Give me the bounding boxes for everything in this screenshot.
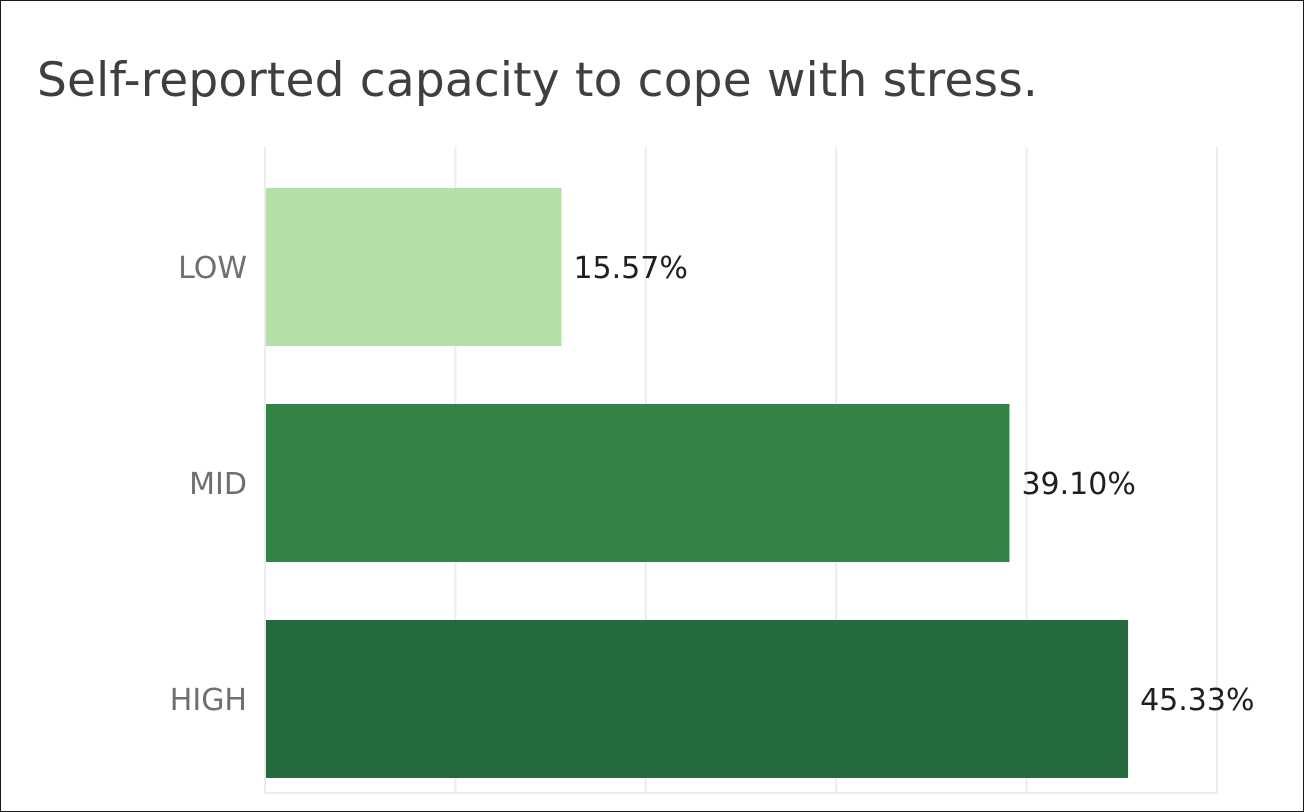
category-labels: LOW MID HIGH xyxy=(170,251,247,718)
bar-low xyxy=(266,188,562,346)
chart-title: Self-reported capacity to cope with stre… xyxy=(37,53,1039,108)
value-label-mid: 39.10% xyxy=(1021,467,1135,502)
value-label-high: 45.33% xyxy=(1140,683,1254,718)
category-label-low: LOW xyxy=(178,251,247,286)
bar-mid xyxy=(266,404,1010,562)
value-labels: 15.57% 39.10% 45.33% xyxy=(573,251,1254,718)
bar-high xyxy=(266,620,1129,778)
category-label-high: HIGH xyxy=(170,683,247,718)
bars xyxy=(266,188,1129,778)
value-label-low: 15.57% xyxy=(573,251,687,286)
category-label-mid: MID xyxy=(189,467,247,502)
